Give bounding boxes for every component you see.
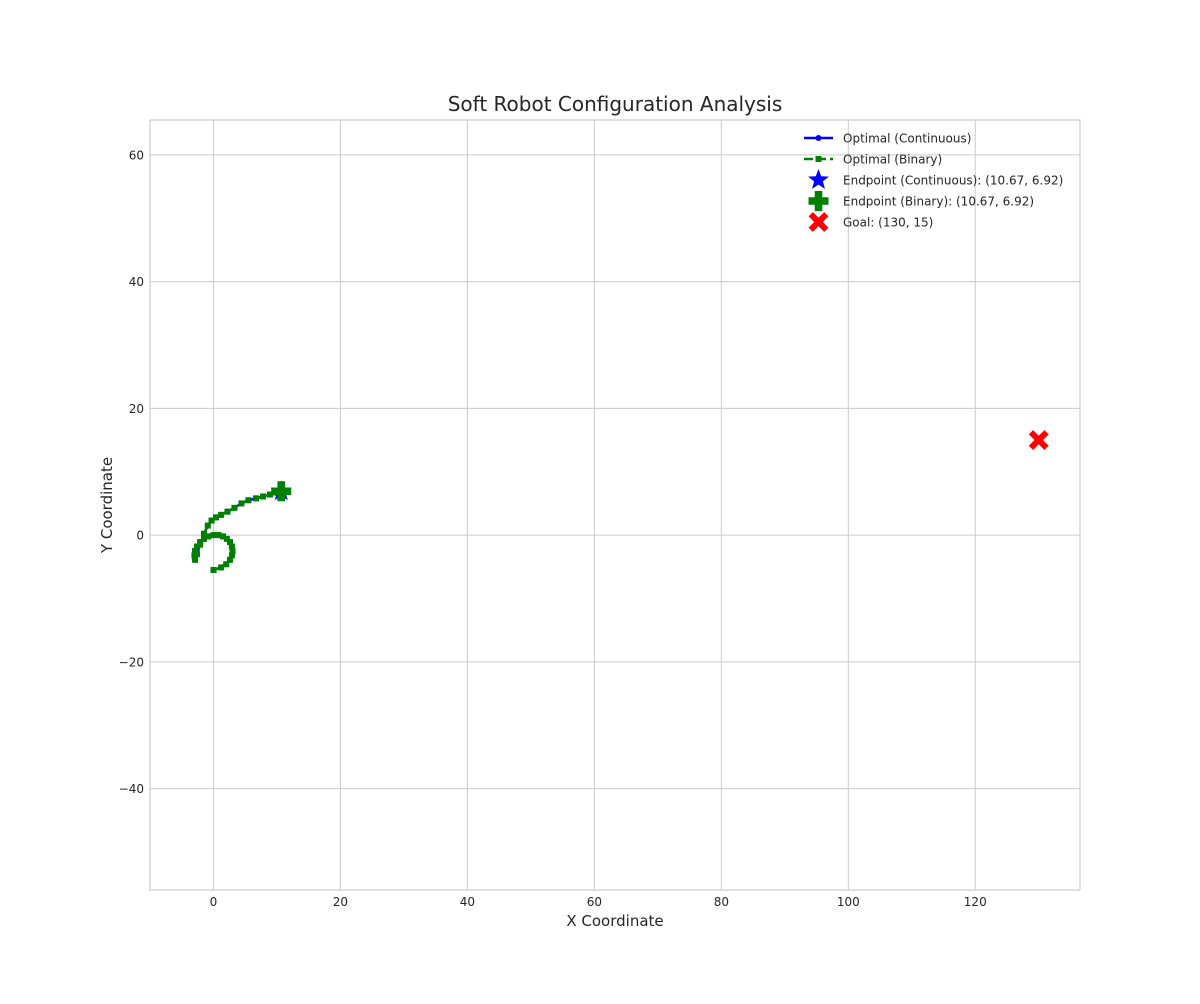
data-point xyxy=(197,541,204,548)
data-point xyxy=(204,522,211,529)
data-point xyxy=(220,533,227,540)
data-point xyxy=(205,533,212,540)
legend-item: Optimal (Binary) xyxy=(804,153,942,167)
y-tick-label: −40 xyxy=(119,782,144,796)
legend-marker xyxy=(808,191,829,211)
legend-label: Endpoint (Continuous): (10.67, 6.92) xyxy=(843,174,1063,188)
grid-lines xyxy=(150,120,1080,890)
data-point xyxy=(213,514,220,521)
x-tick-label: 20 xyxy=(333,895,348,909)
data-point xyxy=(210,566,217,573)
legend-item: Endpoint (Binary): (10.67, 6.92) xyxy=(808,191,1034,211)
x-tick-label: 60 xyxy=(587,895,602,909)
legend-label: Endpoint (Binary): (10.67, 6.92) xyxy=(843,195,1034,209)
y-tick-label: 20 xyxy=(129,402,144,416)
data-point xyxy=(253,495,260,502)
legend-marker xyxy=(815,135,822,141)
data-point xyxy=(226,556,233,563)
data-point xyxy=(193,543,200,550)
data-point xyxy=(215,532,222,539)
plot-frame xyxy=(149,119,1081,891)
y-tick-label: −20 xyxy=(119,655,144,669)
legend-label: Optimal (Continuous) xyxy=(843,132,971,146)
data-point xyxy=(223,535,230,542)
data-point xyxy=(210,532,217,539)
legend: Optimal (Continuous) Optimal (Binary) Endp… xyxy=(804,132,1063,232)
data-point xyxy=(266,491,273,498)
data-point xyxy=(238,500,245,507)
y-axis-label: Y Coordinate xyxy=(98,457,116,554)
series-x xyxy=(1028,430,1049,450)
legend-marker xyxy=(808,169,829,189)
data-point xyxy=(218,511,225,518)
data-point xyxy=(193,551,200,558)
data-layer xyxy=(191,430,1049,573)
data-point-x xyxy=(1028,430,1049,450)
data-point xyxy=(228,552,235,559)
x-tick-label: 80 xyxy=(714,895,729,909)
data-point xyxy=(259,493,266,500)
x-tick-label: 40 xyxy=(460,895,475,909)
tick-labels: 0 20 40 60 80 100 120 −40 −20 0 20 40 60 xyxy=(119,148,987,909)
data-point xyxy=(223,561,230,568)
legend-item: Endpoint (Continuous): (10.67, 6.92) xyxy=(808,169,1063,189)
legend-label: Optimal (Binary) xyxy=(843,153,942,167)
x-tick-label: 120 xyxy=(964,895,987,909)
data-point xyxy=(224,508,231,515)
series-plus xyxy=(271,481,292,502)
data-point xyxy=(192,556,199,563)
y-tick-label: 0 xyxy=(136,529,144,543)
data-point xyxy=(218,564,225,571)
data-point xyxy=(231,504,238,511)
legend-marker xyxy=(815,156,822,162)
data-point xyxy=(228,543,235,550)
legend-item: Goal: (130, 15) xyxy=(808,212,933,232)
chart-title: Soft Robot Configuration Analysis xyxy=(448,92,783,116)
legend-label: Goal: (130, 15) xyxy=(843,216,933,230)
data-point xyxy=(200,530,207,537)
plot-area xyxy=(150,120,1080,890)
data-point xyxy=(245,497,252,504)
x-axis-label: X Coordinate xyxy=(566,912,663,930)
data-point xyxy=(229,547,236,554)
legend-marker xyxy=(808,212,829,232)
data-point xyxy=(200,535,207,542)
legend-item: Optimal (Continuous) xyxy=(804,132,971,146)
x-tick-label: 0 xyxy=(210,895,218,909)
data-point-plus xyxy=(271,481,292,502)
y-tick-label: 40 xyxy=(129,275,144,289)
data-point xyxy=(192,547,199,554)
y-tick-label: 60 xyxy=(129,148,144,162)
data-point xyxy=(208,517,215,524)
data-point xyxy=(226,539,233,546)
x-tick-label: 100 xyxy=(837,895,860,909)
